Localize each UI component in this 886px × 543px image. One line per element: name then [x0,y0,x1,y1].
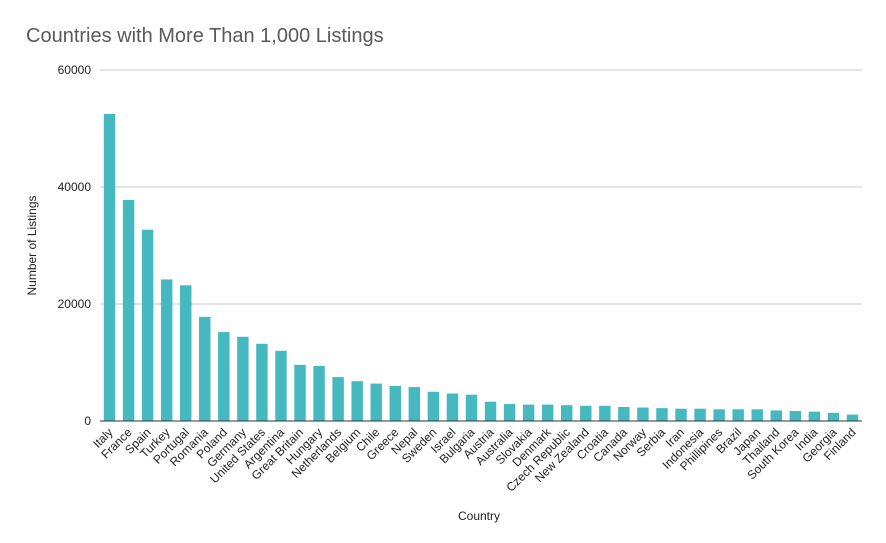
y-tick-label: 0 [84,414,91,428]
grid-layer [100,69,862,305]
y-tick-label: 40000 [58,180,92,194]
bar-denmark [541,404,554,421]
x-tick-labels: ItalyFranceSpainTurkeyPortugalRomaniaPol… [90,425,858,495]
bar-greece [389,385,401,421]
bar-serbia [656,408,668,421]
bar-netherlands [332,377,344,421]
bar-france [122,199,135,421]
bars-layer [103,113,859,421]
bar-israel [446,393,459,421]
bar-australia [503,404,516,421]
bar-spain [141,229,154,421]
bar-germany [237,336,249,421]
bar-south-korea [789,411,802,421]
bar-turkey [160,279,173,421]
bar-hungary [313,366,325,421]
bar-argentina [275,350,287,421]
y-tick-labels: 0 20000 40000 60000 [58,63,92,428]
bar-chile [370,383,382,421]
bar-bulgaria [465,394,478,421]
bar-new-zealand [580,405,592,421]
bar-phillipines [713,409,725,421]
bar-poland [218,332,230,421]
bar-great-britain [294,364,306,421]
y-axis-title: Number of Listings [25,195,39,295]
bar-brazil [732,409,744,421]
bar-finland [846,414,859,421]
bar-austria [484,401,497,421]
bar-croatia [599,405,611,421]
bar-czech-republic [561,405,573,421]
chart-title: Countries with More Than 1,000 Listings [26,25,384,47]
bar-portugal [180,285,192,421]
bar-belgium [351,381,363,421]
y-tick-label: 20000 [58,297,92,311]
bar-nepal [408,387,421,421]
bar-japan [751,409,763,421]
bar-sweden [427,391,440,421]
bar-canada [618,406,630,421]
y-tick-label: 60000 [58,63,92,77]
x-axis-title: Country [458,509,500,523]
bar-norway [637,407,649,421]
bar-slovakia [522,404,535,421]
bar-romania [199,316,211,421]
bar-italy [103,113,116,421]
bar-georgia [827,412,840,421]
bar-united-states [256,343,268,421]
bar-india [808,411,821,421]
bar-thailand [770,410,782,421]
bar-iran [675,408,687,421]
bar-indonesia [694,408,706,421]
